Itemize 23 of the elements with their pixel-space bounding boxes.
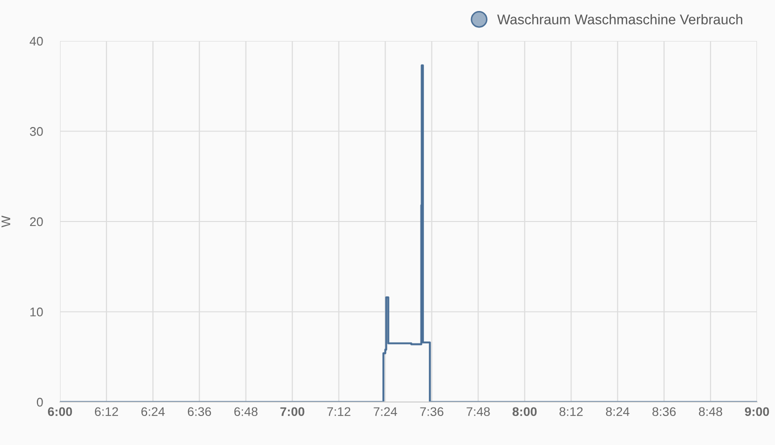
x-tick-label: 9:00 bbox=[744, 407, 769, 416]
x-tick-label: 7:12 bbox=[327, 407, 350, 416]
y-tick-label: 0 bbox=[36, 398, 43, 407]
x-tick-label: 6:00 bbox=[48, 407, 72, 416]
y-tick-label: 20 bbox=[30, 217, 43, 226]
x-tick-label: 6:48 bbox=[234, 407, 258, 416]
legend-label: Waschraum Waschmaschine Verbrauch bbox=[497, 14, 742, 24]
x-tick-label: 7:00 bbox=[280, 407, 304, 416]
x-tick-label: 8:12 bbox=[560, 407, 583, 416]
x-tick-label: 7:48 bbox=[466, 407, 490, 416]
y-tick-label: 30 bbox=[30, 127, 43, 136]
x-tick-label: 6:12 bbox=[94, 407, 118, 416]
y-axis-title: W bbox=[2, 216, 10, 228]
x-tick-label: 6:24 bbox=[141, 407, 165, 416]
x-tick-label: 8:36 bbox=[652, 407, 676, 416]
x-tick-label: 6:36 bbox=[188, 407, 212, 416]
y-tick-label: 40 bbox=[30, 36, 43, 46]
x-tick-label: 8:00 bbox=[512, 407, 537, 416]
y-tick-label: 10 bbox=[30, 308, 43, 316]
x-tick-label: 8:48 bbox=[698, 407, 722, 416]
x-tick-label: 7:24 bbox=[374, 407, 398, 416]
x-tick-label: 8:24 bbox=[606, 407, 630, 416]
x-tick-label: 7:36 bbox=[420, 407, 444, 416]
